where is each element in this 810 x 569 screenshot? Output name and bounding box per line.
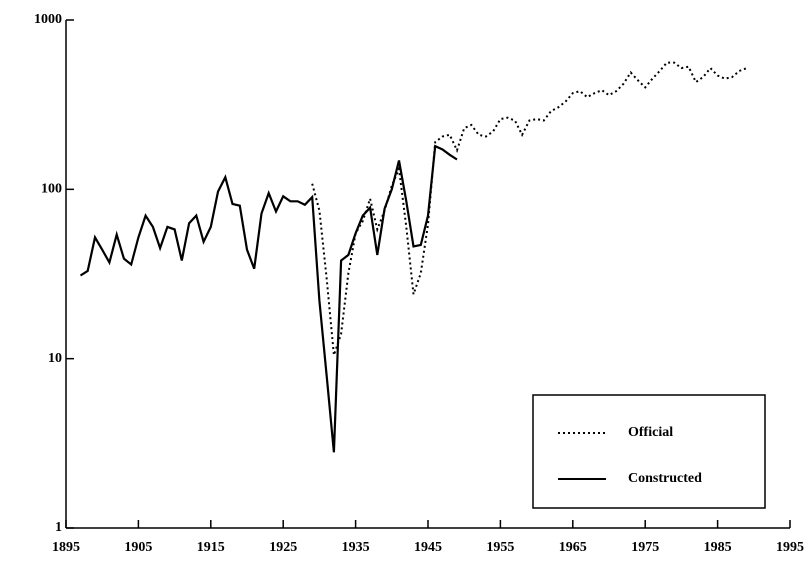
x-tick-label: 1915 bbox=[197, 540, 225, 555]
x-tick-label: 1975 bbox=[631, 540, 659, 555]
x-tick-label: 1965 bbox=[559, 540, 587, 555]
legend-label: Official bbox=[628, 425, 673, 440]
y-tick-label: 1000 bbox=[34, 12, 62, 27]
x-tick-label: 1995 bbox=[776, 540, 804, 555]
x-tick-label: 1895 bbox=[52, 540, 80, 555]
series-line bbox=[79, 144, 458, 453]
y-tick-label: 1 bbox=[55, 520, 62, 535]
x-tick-label: 1935 bbox=[342, 540, 370, 555]
series-line bbox=[311, 61, 747, 356]
x-tick-label: 1925 bbox=[269, 540, 297, 555]
y-tick-label: 10 bbox=[48, 351, 62, 366]
legend-label: Constructed bbox=[628, 471, 702, 486]
x-tick-label: 1985 bbox=[704, 540, 732, 555]
y-tick-label: 100 bbox=[41, 182, 62, 197]
x-tick-label: 1955 bbox=[486, 540, 514, 555]
x-tick-label: 1945 bbox=[414, 540, 442, 555]
legend-box bbox=[532, 394, 766, 509]
x-tick-label: 1905 bbox=[124, 540, 152, 555]
